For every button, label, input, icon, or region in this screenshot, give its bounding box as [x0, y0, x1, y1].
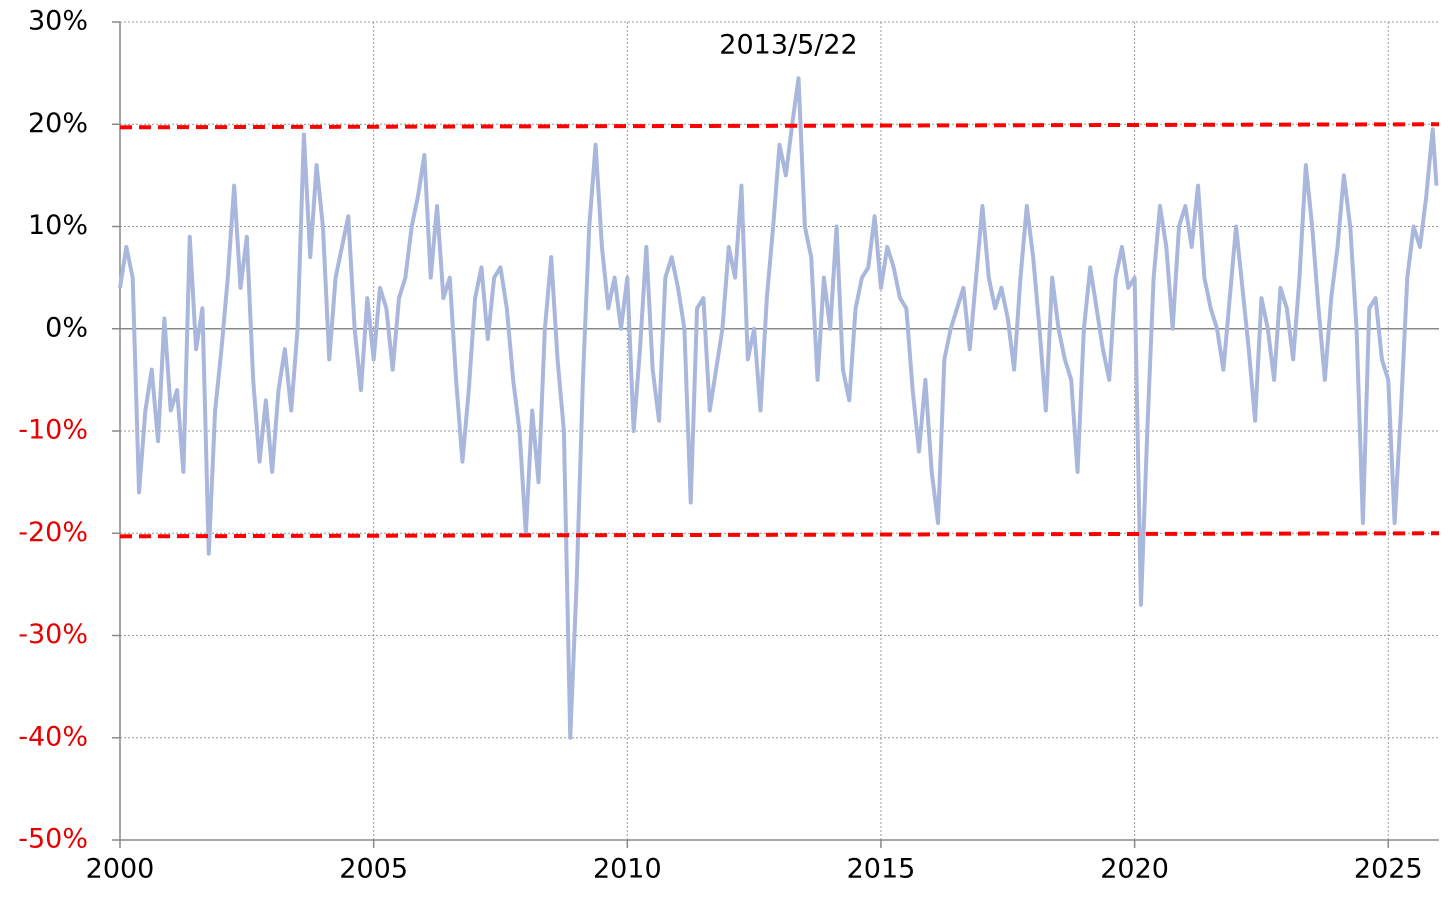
x-tick-label: 2000 — [86, 854, 155, 885]
x-tick-label: 2020 — [1100, 854, 1169, 885]
y-tick-label: -10% — [18, 415, 88, 446]
reference-line — [119, 531, 1440, 539]
y-tick-label: 0% — [45, 312, 88, 343]
y-tick-label: 30% — [28, 6, 88, 37]
reference-line — [119, 122, 1440, 130]
x-tick-label: 2025 — [1354, 854, 1423, 885]
y-tick-label: -30% — [18, 619, 88, 650]
x-tick-label: 2010 — [593, 854, 662, 885]
y-tick-label: -50% — [18, 824, 88, 855]
x-tick-label: 2015 — [847, 854, 916, 885]
y-tick-label: -40% — [18, 721, 88, 752]
y-tick-label: -20% — [18, 517, 88, 548]
x-tick-label: 2005 — [339, 854, 408, 885]
series-line — [118, 76, 1439, 740]
annotation: 2013/5/22 — [719, 30, 857, 61]
y-tick-label: 20% — [28, 108, 88, 139]
y-tick-label: 10% — [28, 210, 88, 241]
